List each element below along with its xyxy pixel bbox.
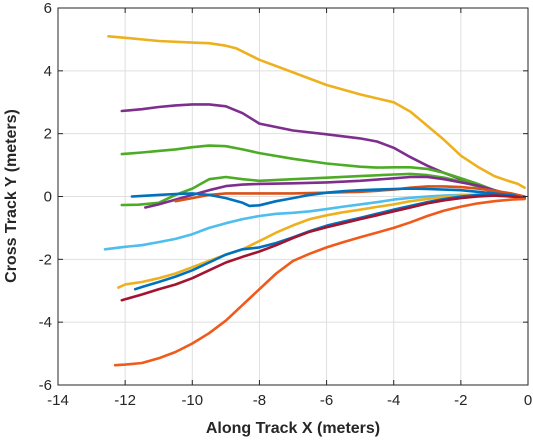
x-tick-label: -2: [454, 392, 467, 409]
series-line: [113, 197, 526, 367]
y-tick-label: 0: [44, 189, 52, 206]
x-tick-label: -14: [47, 392, 69, 409]
y-tick-label: -6: [39, 377, 52, 394]
y-tick-label: -4: [39, 314, 52, 331]
y-axis-label: Cross Track Y (meters): [3, 109, 20, 283]
y-tick-label: 6: [44, 0, 52, 17]
x-tick-label: -10: [181, 392, 203, 409]
series-line: [133, 193, 526, 291]
series-line: [130, 187, 526, 208]
x-tick-label: -12: [114, 392, 136, 409]
x-tick-label: -8: [253, 392, 266, 409]
y-tick-label: 4: [44, 63, 52, 80]
series-line: [107, 35, 526, 189]
series-group: [103, 35, 526, 367]
series-line: [120, 144, 526, 199]
ticks: -14 -12 -10 -8 -6 -4 -2 0 -6 -4 -2 0 2 4 6: [39, 0, 533, 409]
x-tick-label: -4: [387, 392, 400, 409]
x-tick-label: -6: [320, 392, 333, 409]
x-tick-label: 0: [524, 392, 532, 409]
series-line: [120, 194, 526, 302]
x-axis-label: Along Track X (meters): [206, 420, 380, 437]
y-tick-label: -2: [39, 251, 52, 268]
y-tick-label: 2: [44, 126, 52, 143]
